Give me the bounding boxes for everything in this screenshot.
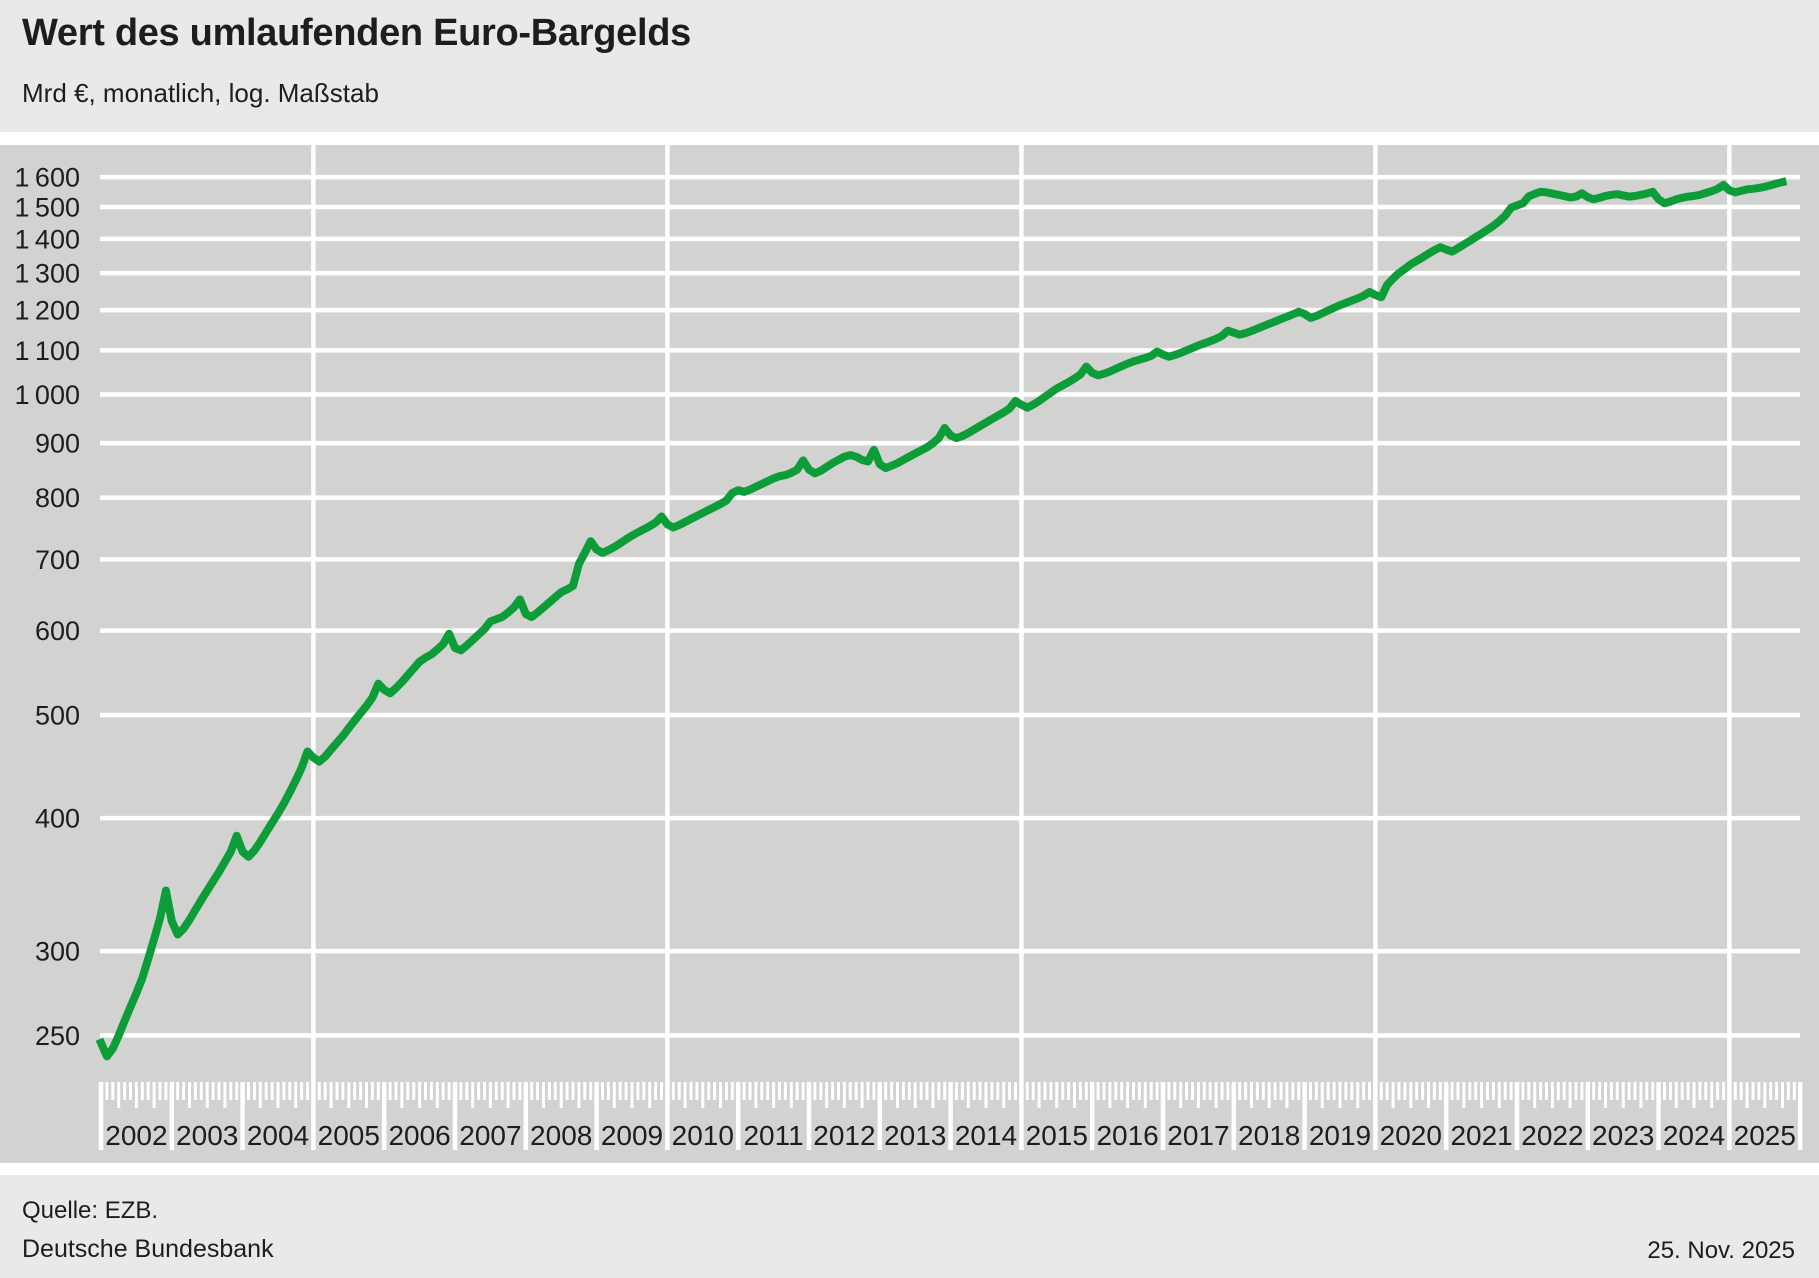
chart-header: Wert des umlaufenden Euro-Bargelds Mrd €… bbox=[0, 0, 1819, 132]
x-axis-year-label: 2016 bbox=[1096, 1120, 1158, 1151]
y-axis-label: 500 bbox=[35, 700, 80, 730]
x-axis-year-label: 2012 bbox=[813, 1120, 875, 1151]
chart-band: 250 300 400 500 600 700 800 900 1 000 1 100 1 200 1… bbox=[0, 132, 1819, 1175]
y-axis-label: 1 500 bbox=[15, 192, 80, 222]
y-axis-label: 1 100 bbox=[15, 336, 80, 366]
chart-title: Wert des umlaufenden Euro-Bargelds bbox=[22, 12, 691, 54]
y-axis-label: 700 bbox=[35, 545, 80, 575]
x-axis-year-label: 2021 bbox=[1450, 1120, 1512, 1151]
y-axis-label: 1 300 bbox=[15, 259, 80, 289]
x-axis-year-label: 2009 bbox=[601, 1120, 663, 1151]
x-axis-year-label: 2024 bbox=[1663, 1120, 1725, 1151]
publisher-label: Deutsche Bundesbank bbox=[22, 1235, 274, 1263]
x-axis-year-label: 2002 bbox=[105, 1120, 167, 1151]
x-axis-year-label: 2011 bbox=[743, 1120, 803, 1151]
line-chart: 250 300 400 500 600 700 800 900 1 000 1 100 1 200 1… bbox=[15, 145, 1803, 1151]
x-axis-year-label: 2005 bbox=[318, 1120, 380, 1151]
y-axis-label: 800 bbox=[35, 483, 80, 513]
x-axis-year-label: 2014 bbox=[955, 1120, 1017, 1151]
y-axis-label: 400 bbox=[35, 804, 80, 834]
chart-subtitle: Mrd €, monatlich, log. Maßstab bbox=[22, 78, 379, 108]
x-axis-year-label: 2020 bbox=[1380, 1120, 1442, 1151]
x-axis-year-label: 2019 bbox=[1309, 1120, 1371, 1151]
plot-area: 250 300 400 500 600 700 800 900 1 000 1 100 1 200 1… bbox=[0, 145, 1819, 1163]
x-axis-year-label: 2010 bbox=[672, 1120, 734, 1151]
x-axis-year-label: 2018 bbox=[1238, 1120, 1300, 1151]
x-axis-year-label: 2004 bbox=[247, 1120, 309, 1151]
x-axis-year-label: 2013 bbox=[884, 1120, 946, 1151]
x-axis-year-label: 2006 bbox=[388, 1120, 450, 1151]
x-axis-year-label: 2023 bbox=[1592, 1120, 1654, 1151]
y-axis-label: 1 600 bbox=[15, 163, 80, 193]
y-axis-label: 900 bbox=[35, 429, 80, 459]
y-axis-label: 600 bbox=[35, 616, 80, 646]
publication-date: 25. Nov. 2025 bbox=[1647, 1237, 1795, 1264]
x-axis-year-label: 2022 bbox=[1521, 1120, 1583, 1151]
y-axis-label: 250 bbox=[35, 1021, 80, 1051]
x-axis-year-label: 2007 bbox=[459, 1120, 521, 1151]
x-axis-year-label: 2003 bbox=[176, 1120, 238, 1151]
x-axis-year-label: 2008 bbox=[530, 1120, 592, 1151]
y-axis-label: 300 bbox=[35, 937, 80, 967]
x-axis-year-label: 2025 bbox=[1734, 1120, 1796, 1151]
y-axis-label: 1 000 bbox=[15, 380, 80, 410]
x-axis-year-label: 2017 bbox=[1167, 1120, 1229, 1151]
data-line-euro-cash bbox=[95, 177, 1788, 1061]
source-note: Quelle: EZB. bbox=[22, 1197, 159, 1224]
y-axis-label: 1 200 bbox=[15, 296, 80, 326]
chart-footer: Quelle: EZB. Deutsche Bundesbank 25. Nov… bbox=[0, 1175, 1819, 1278]
y-axis-label: 1 400 bbox=[15, 224, 80, 254]
x-axis-year-label: 2015 bbox=[1026, 1120, 1088, 1151]
